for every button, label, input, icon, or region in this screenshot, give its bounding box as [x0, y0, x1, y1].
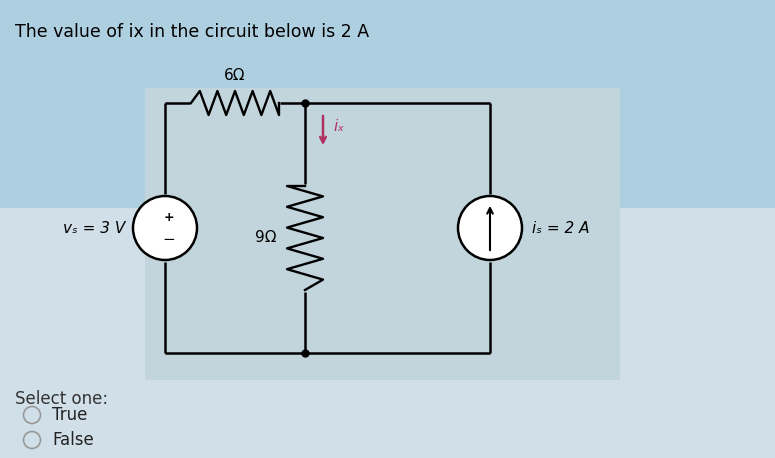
Text: 9Ω: 9Ω [256, 230, 277, 245]
Circle shape [458, 196, 522, 260]
Text: iₓ: iₓ [333, 119, 344, 134]
Bar [0, 0, 775, 208]
Text: +: + [164, 211, 174, 224]
Circle shape [133, 196, 197, 260]
Text: iₛ = 2 A: iₛ = 2 A [532, 220, 590, 235]
FancyBboxPatch shape [145, 88, 620, 380]
Text: 6Ω: 6Ω [224, 68, 246, 83]
Text: vₛ = 3 V: vₛ = 3 V [63, 220, 125, 235]
Text: Select one:: Select one: [15, 390, 108, 408]
Text: False: False [52, 431, 94, 449]
Text: True: True [52, 406, 88, 424]
Text: The value of ix in the circuit below is 2 A: The value of ix in the circuit below is … [15, 23, 369, 41]
Text: −: − [163, 231, 175, 246]
